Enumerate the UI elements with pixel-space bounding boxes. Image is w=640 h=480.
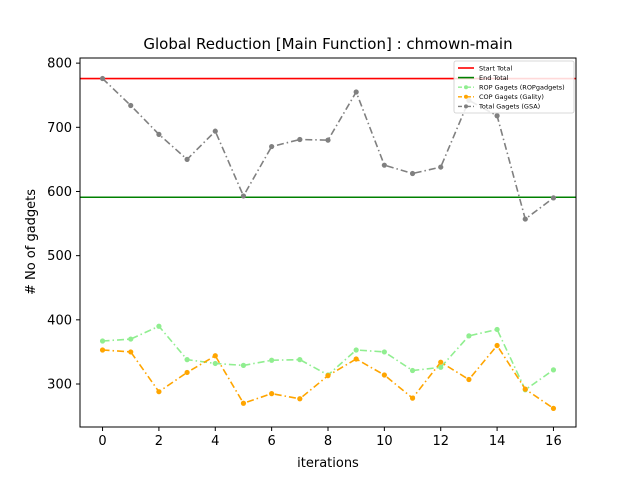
series-2-point [550, 195, 557, 201]
series-2-point [156, 131, 162, 137]
series-2-point [128, 102, 134, 109]
plot-area [80, 75, 576, 411]
series-2-point [353, 89, 359, 95]
x-axis-label: iterations [297, 456, 359, 471]
legend-box [453, 60, 575, 114]
x-tick-label: 10 [376, 434, 393, 449]
series-2-point [212, 128, 218, 134]
series-1-point [522, 386, 528, 392]
series-1-point [325, 373, 331, 379]
series-2-point [438, 164, 444, 170]
series-2-point [381, 162, 387, 168]
series-1-point [353, 356, 359, 362]
series-0-point [381, 349, 387, 355]
legend-entry: ROP Gagets (ROPgadgets) [458, 84, 565, 92]
series-1-point [184, 369, 190, 376]
chart-title: Global Reduction [Main Function] : chmow… [143, 35, 512, 53]
series-2-point [269, 143, 275, 150]
series-1-point [99, 347, 106, 353]
x-tick-label: 6 [267, 434, 275, 449]
series-0-point [128, 336, 134, 342]
series-1-point [466, 376, 472, 383]
legend-label: COP Gagets (Gality) [479, 93, 544, 101]
legend: Start Total End Total ROP Gagets (ROPgadge… [453, 60, 575, 114]
series-1-point [212, 353, 218, 359]
x-tick-label: 12 [432, 434, 449, 449]
legend-label: Start Total [479, 64, 512, 72]
series-2-point [409, 170, 416, 177]
series-0-point [297, 357, 303, 363]
series-0-point [353, 347, 359, 353]
series-1-point [240, 400, 247, 406]
legend-entry: End Total [458, 74, 509, 82]
series-0-point [438, 364, 444, 370]
series-line-2 [101, 77, 554, 221]
series-1-point [156, 389, 162, 395]
legend-marker [464, 94, 468, 99]
series-2-point [494, 113, 500, 119]
series-0-point [99, 338, 106, 344]
series-1-point [297, 396, 303, 402]
x-tick-label: 2 [155, 434, 163, 449]
x-tick-label: 0 [98, 434, 106, 449]
series-0-point [550, 367, 557, 373]
series-1-point [494, 342, 500, 349]
series-0-point [156, 323, 162, 329]
x-tick-label: 16 [545, 434, 562, 449]
y-tick-label: 300 [47, 378, 72, 393]
y-tick-label: 800 [47, 57, 72, 72]
y-axis-label: # No of gadgets [24, 189, 39, 295]
legend-label: ROP Gagets (ROPgadgets) [479, 84, 565, 92]
legend-label: End Total [479, 74, 509, 82]
legend-entry: COP Gagets (Gality) [458, 93, 544, 101]
series-0-point [409, 367, 416, 374]
series-2-point [297, 136, 303, 143]
series-1-point [381, 372, 387, 378]
series-1-point [550, 405, 557, 411]
y-tick-label: 600 [47, 185, 72, 200]
series-1-point [438, 359, 444, 365]
series-1-point [409, 395, 416, 401]
x-axis: 0 2 4 6 8 10 12 14 16 [98, 427, 562, 449]
x-tick-label: 14 [489, 434, 506, 449]
legend-entry: Start Total [458, 64, 512, 72]
y-axis: 300 400 500 600 700 800 [47, 57, 80, 393]
series-2-point [522, 216, 528, 222]
x-tick-label: 8 [324, 434, 332, 449]
legend-marker [464, 85, 468, 90]
series-1-point [269, 391, 275, 397]
series-0-point [184, 357, 190, 363]
series-2-point [240, 193, 247, 199]
series-2-point [184, 156, 190, 162]
series-1-point [128, 349, 134, 355]
series-2-point [325, 137, 331, 143]
x-tick-label: 4 [211, 434, 219, 449]
series-0-point [212, 360, 218, 367]
series-2-point [99, 75, 106, 82]
series-line-0 [102, 325, 554, 391]
series-0-point [269, 357, 275, 363]
legend-label: Total Gagets (GSA) [478, 103, 540, 111]
legend-entry: Total Gagets (GSA) [458, 103, 540, 111]
y-tick-label: 400 [47, 313, 72, 328]
legend-marker [464, 104, 468, 109]
series-0-point [494, 326, 500, 333]
y-tick-label: 500 [47, 249, 72, 264]
series-0-point [466, 333, 472, 339]
y-tick-label: 700 [47, 121, 72, 136]
series-0-point [240, 362, 247, 368]
